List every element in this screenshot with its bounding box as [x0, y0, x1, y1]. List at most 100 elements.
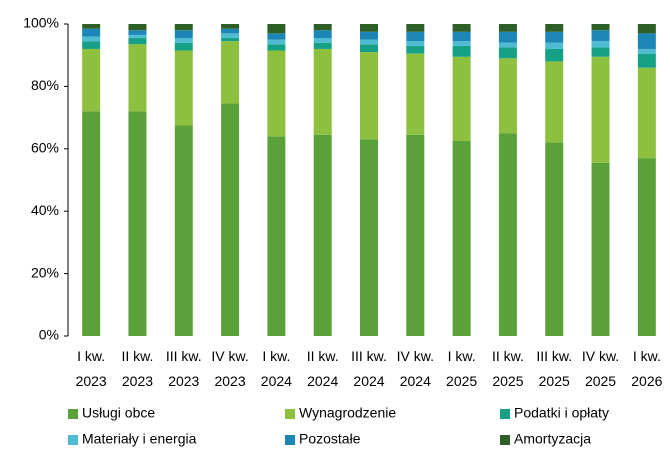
- bar-segment: [82, 24, 101, 29]
- x-tick-line: 2026: [631, 373, 662, 389]
- x-tick-line: IV kw.: [582, 348, 619, 364]
- legend-swatch: [500, 435, 510, 445]
- bar-segment: [128, 111, 147, 336]
- x-tick-label: IV kw. 2023: [211, 348, 248, 389]
- x-tick-line: 2023: [76, 373, 107, 389]
- bar-segment: [313, 30, 332, 39]
- bar-segment: [591, 24, 610, 31]
- x-tick-line: 2023: [122, 373, 153, 389]
- x-tick-label: II kw. 2023: [122, 348, 154, 389]
- bar-segment: [267, 33, 286, 40]
- legend-label: Usługi obce: [82, 405, 155, 421]
- bar-segment: [221, 28, 240, 34]
- legend-label: Pozostałe: [299, 431, 361, 447]
- bar-segment: [128, 24, 147, 31]
- bar-segment: [82, 28, 101, 37]
- bar-segment: [637, 24, 656, 34]
- legend-swatch: [500, 409, 510, 419]
- bar-segment: [406, 45, 425, 54]
- bar-segment: [545, 31, 564, 43]
- x-tick-label: II kw. 2024: [307, 348, 339, 389]
- bar-segment: [128, 34, 147, 39]
- y-tick-label: 100%: [23, 15, 59, 31]
- bar-segment: [174, 42, 193, 51]
- bar-segment: [406, 53, 425, 135]
- x-tick-line: I kw.: [448, 348, 476, 364]
- bar-segment: [452, 31, 471, 42]
- bar-segment: [498, 47, 517, 59]
- bar-segment: [637, 48, 656, 54]
- x-tick-line: 2025: [585, 373, 616, 389]
- bar-segment: [591, 47, 610, 57]
- bar-segment: [452, 41, 471, 46]
- bar-segment: [221, 38, 240, 42]
- bar-segment: [174, 24, 193, 31]
- x-tick-line: 2024: [261, 373, 292, 389]
- x-tick-label: I kw. 2024: [261, 348, 292, 389]
- x-tick-label: III kw. 2024: [351, 348, 387, 389]
- bar-segment: [82, 41, 101, 49]
- x-tick-label: III kw. 2025: [536, 348, 572, 389]
- x-tick-line: III kw.: [351, 348, 387, 364]
- bar-segment: [174, 30, 193, 39]
- x-tick-line: I kw.: [633, 348, 661, 364]
- legend-swatch: [68, 435, 78, 445]
- bar-segment: [498, 31, 517, 43]
- bar-segment: [360, 24, 378, 32]
- bar-segment: [545, 61, 564, 143]
- bar-segment: [313, 48, 332, 135]
- x-tick-line: I kw.: [77, 348, 105, 364]
- bar-segment: [591, 162, 610, 336]
- x-tick-line: 2024: [353, 373, 384, 389]
- x-tick-label: I kw. 2026: [631, 348, 662, 389]
- x-tick-label: IV kw. 2024: [397, 348, 434, 389]
- bar-segment: [82, 48, 101, 112]
- bar-segment: [128, 44, 147, 112]
- bar-segment: [128, 38, 147, 45]
- bar-segment: [637, 67, 656, 159]
- bar-segment: [267, 24, 286, 34]
- x-tick-line: IV kw.: [397, 348, 434, 364]
- x-tick-label: I kw. 2023: [76, 348, 107, 389]
- bar-segment: [313, 42, 332, 49]
- bar-segment: [591, 41, 610, 48]
- y-tick-label: 20%: [31, 264, 59, 280]
- legend-label: Materiały i energia: [82, 431, 197, 447]
- x-tick-line: 2025: [446, 373, 477, 389]
- y-tick-label: 0%: [39, 327, 59, 343]
- bar-segment: [637, 158, 656, 336]
- y-tick-label: 60%: [31, 140, 59, 156]
- bar-segment: [452, 45, 471, 57]
- bar-segment: [313, 38, 332, 43]
- bar-segment: [128, 30, 147, 35]
- x-tick-line: 2024: [307, 373, 338, 389]
- x-tick-label: I kw. 2025: [446, 348, 477, 389]
- bar-segment: [221, 103, 240, 336]
- legend-swatch: [285, 435, 295, 445]
- bar-segment: [360, 52, 378, 140]
- x-tick-line: 2023: [214, 373, 245, 389]
- x-tick-line: 2023: [168, 373, 199, 389]
- bar-segment: [360, 31, 378, 40]
- bar-segment: [452, 56, 471, 142]
- bar-segment: [545, 24, 564, 32]
- bar-segment: [545, 142, 564, 336]
- bar-segment: [82, 111, 101, 336]
- bar-segment: [267, 50, 286, 137]
- bar-segment: [360, 139, 378, 336]
- bar-segment: [498, 58, 517, 134]
- bar-segment: [545, 48, 564, 62]
- bar-segment: [221, 33, 240, 39]
- bar-segment: [591, 56, 610, 163]
- bar-segment: [452, 24, 471, 32]
- x-tick-line: II kw.: [122, 348, 154, 364]
- bar-segment: [406, 24, 425, 32]
- bar-segment: [406, 31, 425, 42]
- x-tick-line: IV kw.: [211, 348, 248, 364]
- legend-label: Podatki i opłaty: [514, 405, 609, 421]
- bar-segment: [82, 36, 101, 42]
- bar-segment: [267, 39, 286, 45]
- bar-segment: [360, 39, 378, 45]
- bar-segment: [221, 41, 240, 104]
